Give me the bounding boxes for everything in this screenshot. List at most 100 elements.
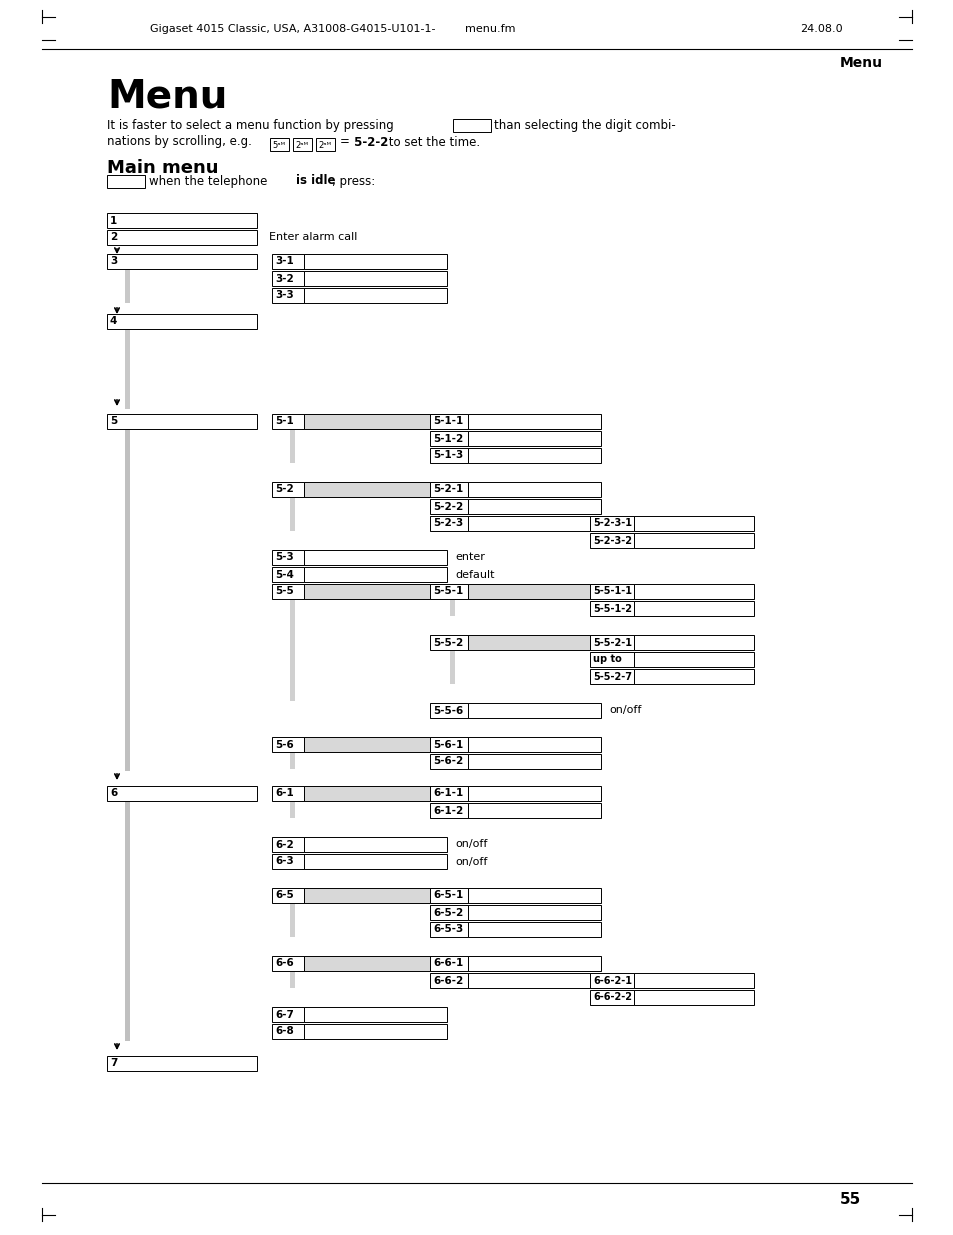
Bar xyxy=(272,482,304,496)
Bar xyxy=(304,853,447,869)
Text: Menu: Menu xyxy=(107,78,227,116)
Bar xyxy=(468,482,600,496)
Bar xyxy=(430,431,468,446)
Text: 5-1-1: 5-1-1 xyxy=(433,416,463,426)
Text: , press:: , press: xyxy=(332,174,375,188)
Bar xyxy=(272,853,304,869)
Text: 6-3: 6-3 xyxy=(274,857,294,867)
Bar xyxy=(430,703,468,718)
Bar xyxy=(107,314,256,329)
Text: 5-2: 5-2 xyxy=(274,484,294,494)
Text: 24.08.0: 24.08.0 xyxy=(800,23,841,35)
Text: 6-7: 6-7 xyxy=(274,1009,294,1020)
Text: when the telephone: when the telephone xyxy=(149,174,271,188)
Bar xyxy=(634,516,753,531)
Bar xyxy=(125,802,130,1041)
Text: 7: 7 xyxy=(110,1058,117,1068)
Text: 6-6-2: 6-6-2 xyxy=(433,976,463,986)
Bar xyxy=(468,905,600,920)
Text: Main menu: Main menu xyxy=(107,159,218,177)
Bar xyxy=(468,803,600,818)
Bar xyxy=(272,567,304,582)
Bar xyxy=(304,254,447,269)
Bar xyxy=(272,837,304,852)
Text: 6-5-2: 6-5-2 xyxy=(433,908,463,918)
Text: 6-6: 6-6 xyxy=(274,958,294,968)
Bar xyxy=(589,534,634,548)
Bar xyxy=(290,903,294,937)
Bar xyxy=(430,923,468,937)
Text: 3-2: 3-2 xyxy=(274,273,294,284)
Text: Enter alarm call: Enter alarm call xyxy=(269,232,357,242)
Bar xyxy=(107,414,256,429)
Bar xyxy=(107,230,256,245)
Bar xyxy=(272,550,304,564)
Bar xyxy=(430,499,468,514)
Bar xyxy=(315,138,335,151)
Text: nations by scrolling, e.g.: nations by scrolling, e.g. xyxy=(107,136,252,148)
Bar xyxy=(468,956,600,971)
Bar xyxy=(125,329,130,409)
Bar xyxy=(468,755,600,769)
Text: 2ᵃᴹ: 2ᵃᴹ xyxy=(317,141,331,149)
Text: 2ᵃᴹ: 2ᵃᴹ xyxy=(294,141,308,149)
Text: 5: 5 xyxy=(110,416,117,426)
Bar xyxy=(304,414,447,429)
Bar xyxy=(272,270,304,287)
Text: Gigaset 4015 Classic, USA, A31008-G4015-U101-1-: Gigaset 4015 Classic, USA, A31008-G4015-… xyxy=(150,23,435,35)
Bar xyxy=(634,990,753,1005)
Bar xyxy=(468,431,600,446)
Bar xyxy=(450,650,455,684)
Text: 2: 2 xyxy=(110,232,117,242)
Bar xyxy=(290,496,294,531)
Bar xyxy=(468,635,600,650)
Text: 5-2-3: 5-2-3 xyxy=(433,519,463,529)
Text: 5-5: 5-5 xyxy=(274,587,294,597)
Bar xyxy=(468,584,600,599)
Text: 5-2-2: 5-2-2 xyxy=(433,501,463,511)
Text: on/off: on/off xyxy=(455,840,487,850)
Bar xyxy=(304,785,447,802)
Bar xyxy=(453,119,491,132)
Text: 5-5-1-2: 5-5-1-2 xyxy=(593,604,631,614)
Bar xyxy=(290,599,294,701)
Text: 6-1: 6-1 xyxy=(274,788,294,799)
Bar xyxy=(272,584,304,599)
Bar xyxy=(272,414,304,429)
Text: 6: 6 xyxy=(110,788,117,799)
Bar xyxy=(290,752,294,769)
Bar xyxy=(107,175,145,188)
Text: enter: enter xyxy=(455,552,484,562)
Bar xyxy=(293,138,312,151)
Bar xyxy=(272,288,304,303)
Bar xyxy=(290,429,294,463)
Bar xyxy=(304,1024,447,1039)
Text: 5-1-2: 5-1-2 xyxy=(433,433,463,443)
Bar xyxy=(634,973,753,988)
Bar xyxy=(107,212,256,228)
Text: menu.fm: menu.fm xyxy=(464,23,515,35)
Bar xyxy=(589,990,634,1005)
Bar xyxy=(589,652,634,667)
Bar xyxy=(304,584,447,599)
Text: 5-6-2: 5-6-2 xyxy=(433,757,463,767)
Bar xyxy=(272,254,304,269)
Text: 1: 1 xyxy=(110,215,117,226)
Bar xyxy=(430,785,468,802)
Bar xyxy=(634,534,753,548)
Text: is idle: is idle xyxy=(295,174,335,188)
Bar xyxy=(107,785,256,802)
Text: 5-3: 5-3 xyxy=(274,552,294,562)
Bar xyxy=(430,803,468,818)
Bar xyxy=(430,482,468,496)
Bar xyxy=(107,1056,256,1071)
Text: 5-1: 5-1 xyxy=(274,416,294,426)
Text: 5-6: 5-6 xyxy=(274,740,294,750)
Text: 3: 3 xyxy=(110,257,117,267)
Text: on/off: on/off xyxy=(608,705,640,715)
Bar xyxy=(468,923,600,937)
Text: 6-5-3: 6-5-3 xyxy=(433,925,463,935)
Text: on/off: on/off xyxy=(455,857,487,867)
Bar xyxy=(589,601,634,616)
Bar xyxy=(272,956,304,971)
